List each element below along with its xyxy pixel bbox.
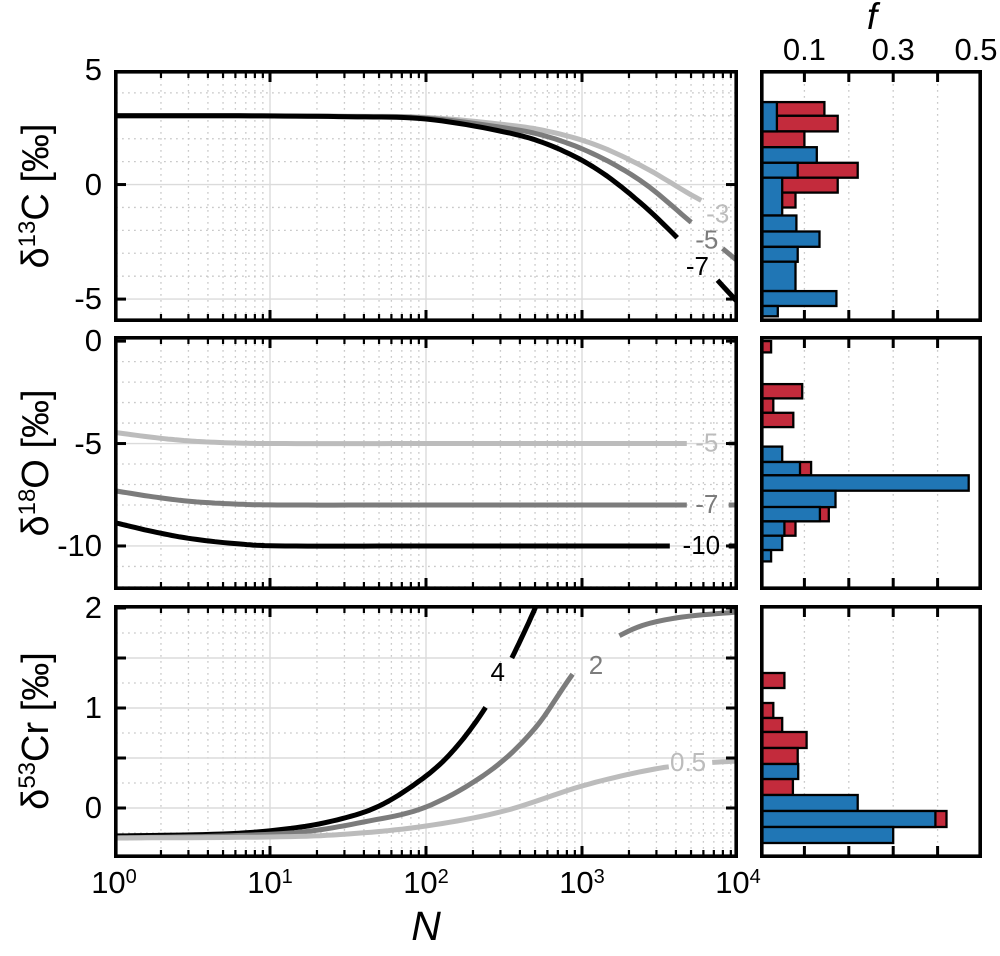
major-grid <box>116 607 736 856</box>
xtick-label: 100 <box>91 865 137 900</box>
line-chart-svg-53: 4 20.5 <box>114 605 738 858</box>
ytick-label: 5 <box>84 52 102 87</box>
xtick-label: 103 <box>559 865 605 900</box>
ytick-label: 0 <box>84 323 102 359</box>
isotope-superscript: 18 <box>14 488 41 516</box>
ytick-label: -5 <box>74 281 102 317</box>
curve-label-2: 2 <box>589 650 603 680</box>
hist-bar <box>760 214 798 233</box>
hist-bar <box>760 730 808 750</box>
hist-bars-blue <box>760 100 838 318</box>
panel-line-d53cr: 4 2 0.5 <box>114 605 738 858</box>
curves <box>114 429 738 549</box>
hist-bar <box>760 671 786 690</box>
curve-0.5 <box>712 758 738 765</box>
curve-label--10: -10 <box>683 530 721 560</box>
curve-label--5: -5 <box>695 225 718 255</box>
curve-label--7: -7 <box>686 251 709 281</box>
hist-bar <box>760 146 818 164</box>
ticks <box>802 337 940 589</box>
plot-frame <box>114 605 738 858</box>
plot-frame <box>760 336 982 590</box>
panel-line-d13c: -3 -5 -7 <box>114 70 738 322</box>
xtick-label: 104 <box>715 865 761 900</box>
line-chart-svg-13: -3-5-7 <box>114 70 738 322</box>
histogram-svg-13 <box>760 70 982 322</box>
hist-bar <box>760 304 779 318</box>
histogram-svg-53 <box>760 605 982 858</box>
curve--3 <box>114 113 703 203</box>
minor-grid <box>803 338 939 588</box>
curve-4 <box>114 706 488 839</box>
plot-frame <box>760 605 982 858</box>
hist-bar <box>760 489 837 509</box>
isotope-superscript: 53 <box>14 761 41 789</box>
ticks <box>114 606 738 857</box>
hist-bars-blue <box>760 762 937 845</box>
ytick-label: 0 <box>84 166 102 202</box>
hist-bar <box>760 793 859 813</box>
curve-label-0.5: 0.5 <box>670 747 706 777</box>
ytick-label: 2 <box>84 590 102 625</box>
curve--7 <box>114 113 679 240</box>
ytick-label: 1 <box>84 690 102 725</box>
hist-bar <box>760 505 822 523</box>
hist-bar <box>760 411 795 429</box>
f-axis-title: f <box>866 0 878 37</box>
x-axis-title: N <box>411 903 441 949</box>
ytick-label: 0 <box>84 790 102 825</box>
hist-bar <box>760 746 799 766</box>
isotope-superscript: 13 <box>14 220 41 248</box>
ytick-label: -10 <box>57 527 102 563</box>
ytick-label: -5 <box>74 425 102 461</box>
hist-bar <box>760 809 937 829</box>
curve--5 <box>114 113 693 225</box>
curve--5 <box>114 429 687 447</box>
curve--10 <box>114 519 670 549</box>
hist-bar <box>760 777 795 797</box>
plot-frame <box>760 70 982 322</box>
curve-label--7: -7 <box>695 489 718 519</box>
hist-bar <box>760 260 797 293</box>
curve-label--5: -5 <box>695 427 718 457</box>
ftick-label: 0.5 <box>954 32 998 67</box>
panel-hist-d13c <box>760 70 982 322</box>
plot-frame <box>114 70 738 322</box>
xtick-label: 102 <box>403 865 449 900</box>
major-grid <box>116 72 736 320</box>
hist-bar <box>760 460 802 477</box>
major-grid <box>116 338 736 588</box>
ftick-label: 0.3 <box>871 32 915 67</box>
hist-bar <box>760 245 799 263</box>
hist-bar <box>760 520 786 537</box>
curve--7 <box>114 488 687 508</box>
histogram-svg-18 <box>760 336 982 590</box>
hist-bar <box>760 548 773 563</box>
curve-label-4: 4 <box>491 657 505 687</box>
hist-bar <box>760 382 804 400</box>
hist-bar <box>760 474 970 492</box>
hist-bar <box>760 825 895 845</box>
hist-bar <box>760 289 838 308</box>
xtick-label: 101 <box>247 865 293 900</box>
hist-bar <box>760 339 773 354</box>
delta-symbol: δ <box>15 247 57 269</box>
hist-bar <box>760 161 799 179</box>
panel-line-d18o: -5 -7 -10 <box>114 336 738 590</box>
curve-0.5 <box>114 764 670 841</box>
hist-bar <box>760 762 800 781</box>
curve-4 <box>509 605 540 660</box>
ftick-label: 0.1 <box>782 32 826 67</box>
curve-label--3: -3 <box>706 199 729 229</box>
plot-frame <box>114 336 738 590</box>
hist-bar <box>760 100 779 133</box>
curve-2 <box>618 609 738 638</box>
hist-bars-blue <box>760 445 970 563</box>
line-chart-svg-18: -5 -7 -10 <box>114 336 738 590</box>
hist-bar <box>760 230 821 248</box>
panel-hist-d18o <box>760 336 982 590</box>
hist-bar <box>760 130 806 149</box>
panel-hist-d53cr <box>760 605 982 858</box>
